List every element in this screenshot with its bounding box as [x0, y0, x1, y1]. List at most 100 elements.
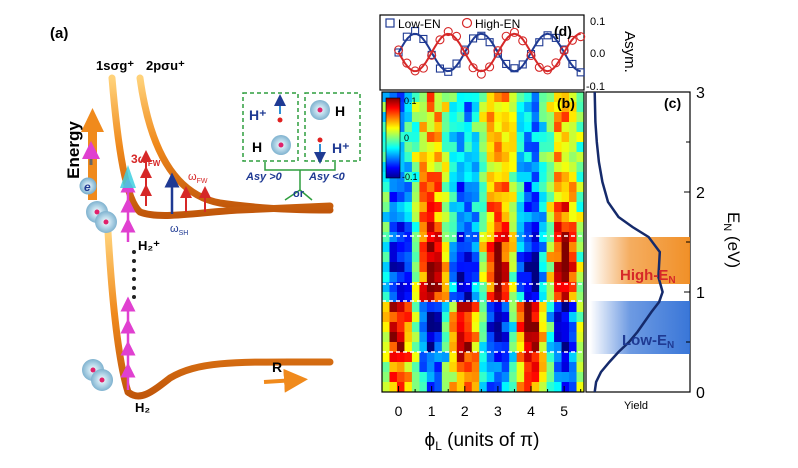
- heatmap-cell: [569, 152, 577, 163]
- heatmap-cell: [554, 252, 562, 263]
- heatmap-cell: [524, 142, 533, 153]
- energy-axis-label: Energy: [64, 121, 83, 179]
- heatmap-cell: [509, 312, 518, 323]
- heatmap-cell: [456, 132, 465, 143]
- heatmap-cell: [471, 152, 480, 163]
- heatmap-cell: [524, 372, 533, 383]
- heatmap-cell: [456, 102, 465, 113]
- heatmap-cell: [441, 202, 450, 213]
- heatmap-cell: [494, 362, 503, 373]
- heatmap-cell: [501, 332, 510, 343]
- heatmap-cell: [464, 342, 473, 353]
- heatmap-cell: [471, 122, 480, 133]
- heatmap-cell: [471, 242, 480, 253]
- heatmap-cell: [486, 202, 495, 213]
- heatmap-cell: [509, 352, 518, 363]
- heatmap-cell: [471, 342, 480, 353]
- heatmap-cell: [426, 302, 435, 313]
- heatmap-cell: [419, 382, 428, 393]
- heatmap-cell: [576, 342, 585, 353]
- heatmap-cell: [434, 142, 443, 153]
- heatmap-cell: [486, 272, 495, 283]
- heatmap-cell: [494, 232, 503, 243]
- heatmap-cell: [449, 302, 458, 313]
- panel-a-label: (a): [50, 25, 68, 42]
- heatmap-cell: [396, 352, 405, 363]
- heatmap-cell: [464, 212, 473, 223]
- heatmap-cell: [516, 282, 525, 293]
- heatmap-cell: [486, 282, 495, 293]
- heatmap-cell: [569, 272, 577, 283]
- heatmap-cell: [509, 142, 518, 153]
- heatmap-cell: [539, 142, 547, 153]
- heatmap-cell: [516, 372, 525, 383]
- heatmap-cell: [404, 112, 413, 123]
- omega-fw-label: ωFW: [188, 171, 208, 185]
- heatmap-cell: [546, 242, 555, 253]
- heatmap-cell: [471, 92, 480, 103]
- heatmap-cell: [554, 122, 562, 133]
- heatmap-cell: [441, 272, 450, 283]
- heatmap-cell: [471, 202, 480, 213]
- heatmap-cell: [396, 162, 405, 173]
- heatmap-cell: [449, 222, 458, 233]
- heatmap-cell: [554, 102, 562, 113]
- heatmap-cell: [464, 112, 473, 123]
- heatmap-cell: [524, 152, 533, 163]
- heatmap-cell: [456, 252, 465, 263]
- heatmap-cell: [382, 192, 390, 203]
- heatmap-cell: [561, 142, 570, 153]
- heatmap-cell: [501, 242, 510, 253]
- heatmap-cell: [449, 162, 458, 173]
- heatmap-cell: [561, 192, 570, 203]
- heatmap-cell: [501, 382, 510, 393]
- heatmap-cell: [389, 262, 398, 273]
- heatmap-cell: [479, 182, 488, 193]
- heatmap-cell: [539, 242, 547, 253]
- heatmap-cell: [539, 332, 547, 343]
- heatmap-cell: [396, 322, 405, 333]
- heatmap-cell: [554, 332, 562, 343]
- heatmap-cell: [404, 372, 413, 383]
- heatmap-cell: [456, 232, 465, 243]
- heatmap-cell: [546, 262, 555, 273]
- heatmap-cell: [471, 262, 480, 273]
- heatmap-cell: [554, 92, 562, 103]
- heatmap-cell: [434, 182, 443, 193]
- heatmap-cell: [441, 232, 450, 243]
- heatmap-cell: [561, 212, 570, 223]
- electron-dot: [79, 177, 97, 195]
- heatmap-cell: [419, 272, 428, 283]
- heatmap-cell: [509, 102, 518, 113]
- heatmap-cell: [456, 282, 465, 293]
- high-en-label: High-EN: [620, 267, 676, 286]
- heatmap-cell: [434, 302, 443, 313]
- heatmap-cell: [426, 352, 435, 363]
- band-high: [590, 237, 690, 284]
- heatmap-cell: [494, 302, 503, 313]
- heatmap-cell: [471, 272, 480, 283]
- heatmap-cell: [561, 232, 570, 243]
- heatmap-cell: [509, 172, 518, 183]
- heatmap-cell: [464, 102, 473, 113]
- heatmap-cell: [456, 162, 465, 173]
- heatmap-cell: [539, 262, 547, 273]
- heatmap-cell: [456, 92, 465, 103]
- heatmap-cell: [561, 292, 570, 303]
- heatmap-cell: [554, 212, 562, 223]
- heatmap-cell: [576, 152, 585, 163]
- heatmap-cell: [509, 272, 518, 283]
- heatmap-cell: [426, 112, 435, 123]
- heatmap-cell: [449, 272, 458, 283]
- heatmap-cell: [516, 312, 525, 323]
- heatmap-cell: [516, 132, 525, 143]
- heatmap-cell: [576, 282, 585, 293]
- heatmap-cell: [471, 112, 480, 123]
- heatmap-cell: [419, 132, 428, 143]
- heatmap-cell: [456, 152, 465, 163]
- heatmap-cell: [396, 122, 405, 133]
- heatmap-cell: [449, 212, 458, 223]
- heatmap-cell: [569, 212, 577, 223]
- heatmap-cell: [404, 362, 413, 373]
- d-point-high: [534, 62, 544, 72]
